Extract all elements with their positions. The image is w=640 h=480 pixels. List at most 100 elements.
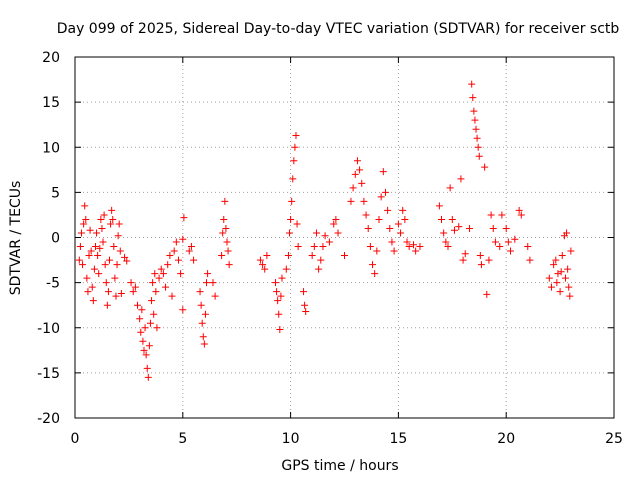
data-point — [332, 215, 340, 223]
data-point — [565, 283, 573, 291]
data-point — [143, 364, 151, 372]
data-point — [149, 279, 157, 287]
data-point — [103, 301, 111, 309]
data-point — [277, 292, 285, 300]
data-point — [461, 250, 469, 258]
data-point — [121, 253, 129, 261]
data-point — [131, 283, 139, 291]
data-point — [144, 373, 152, 381]
x-tick-label: 10 — [282, 431, 300, 447]
data-point — [515, 206, 523, 214]
data-point — [222, 224, 230, 232]
data-point — [444, 243, 452, 251]
data-point — [491, 238, 499, 246]
data-point — [459, 256, 467, 264]
data-point — [317, 256, 325, 264]
data-point — [112, 292, 120, 300]
data-point — [134, 301, 142, 309]
data-point — [177, 270, 185, 278]
data-point — [80, 220, 88, 228]
data-point — [455, 223, 463, 231]
data-point — [552, 256, 560, 264]
data-point — [168, 292, 176, 300]
data-point — [438, 215, 446, 223]
data-point — [170, 247, 178, 255]
data-point — [557, 268, 565, 276]
data-point — [325, 238, 333, 246]
data-point — [554, 270, 562, 278]
data-point — [291, 143, 299, 151]
data-point — [366, 243, 374, 251]
x-tick-label: 25 — [605, 431, 623, 447]
data-point — [115, 220, 123, 228]
data-point — [556, 288, 564, 296]
data-point — [312, 229, 320, 237]
data-point — [394, 220, 402, 228]
data-point — [507, 247, 515, 255]
y-tick-label: 5 — [51, 185, 60, 201]
data-point — [91, 243, 99, 251]
data-point — [150, 310, 158, 318]
data-point — [141, 324, 149, 332]
data-point — [263, 252, 271, 260]
data-point — [96, 244, 104, 252]
data-point — [190, 256, 198, 264]
data-point — [282, 265, 290, 273]
data-point — [104, 288, 112, 296]
data-point — [81, 202, 89, 210]
data-point — [113, 261, 121, 269]
data-point — [185, 247, 193, 255]
data-point — [567, 247, 575, 255]
data-point — [401, 215, 409, 223]
data-point — [117, 289, 125, 297]
data-point — [273, 288, 281, 296]
data-point — [377, 193, 385, 201]
data-point — [373, 247, 381, 255]
data-point — [566, 292, 574, 300]
data-point — [179, 235, 187, 243]
data-point — [397, 229, 405, 237]
data-point — [218, 252, 226, 260]
data-point — [284, 252, 292, 260]
data-point — [553, 279, 561, 287]
data-point — [399, 206, 407, 214]
x-tick-label: 5 — [178, 431, 187, 447]
data-point — [471, 116, 479, 124]
y-tick-label: 10 — [42, 140, 60, 156]
y-tick-label: 0 — [51, 231, 60, 247]
data-point — [98, 224, 106, 232]
y-axis-label: SDTVAR / TECUs — [8, 181, 24, 296]
data-point — [371, 270, 379, 278]
data-point — [196, 288, 204, 296]
data-point — [114, 232, 122, 240]
data-point — [94, 252, 102, 260]
data-point — [563, 229, 571, 237]
data-point — [105, 256, 113, 264]
data-point — [82, 215, 90, 223]
data-point — [204, 270, 212, 278]
data-point — [223, 238, 231, 246]
data-point — [116, 247, 124, 255]
data-point — [319, 243, 327, 251]
data-point — [129, 288, 137, 296]
data-point — [127, 279, 135, 287]
data-point — [179, 306, 187, 314]
data-point — [136, 315, 144, 323]
data-point — [152, 288, 160, 296]
data-point — [77, 229, 85, 237]
data-point — [109, 215, 117, 223]
data-point — [100, 211, 108, 219]
data-point — [388, 238, 396, 246]
data-point — [524, 243, 532, 251]
data-point — [483, 290, 491, 298]
data-point — [95, 270, 103, 278]
data-point — [221, 197, 229, 205]
data-point — [278, 274, 286, 282]
data-point — [379, 168, 387, 176]
data-point — [200, 340, 208, 348]
data-point — [412, 247, 420, 255]
data-point — [90, 265, 98, 273]
data-point — [502, 224, 510, 232]
data-point — [164, 261, 172, 269]
data-point — [110, 243, 118, 251]
